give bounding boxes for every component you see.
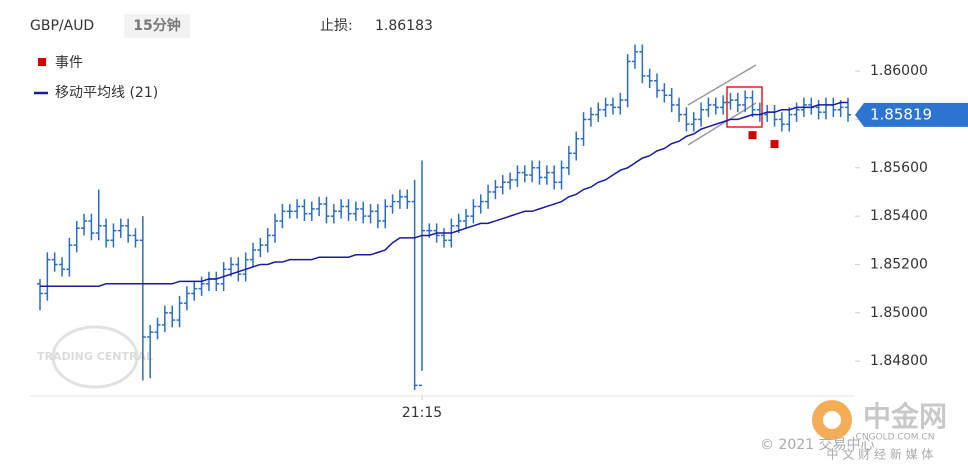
interval-box [124,14,190,38]
brand-url: CNGOLD.COM.CN [856,433,935,443]
x-tick-label: 21:15 [402,405,442,421]
event-marker [770,140,779,149]
copyright: © 2021 交易中心 [760,436,875,453]
price-tag [855,102,968,127]
y-tick-label: 1.85600 [870,160,928,176]
cngold-logo: 中金网 CNGOLD.COM.CN 中 文 财 经 新 媒 体 [812,400,947,462]
legend-label: 移动平均线 (21) [55,85,158,101]
y-tick-label: 1.85400 [870,208,928,224]
legend-event-swatch [38,58,46,66]
y-tick-label: 1.85200 [870,256,928,272]
brand-slogan: 中 文 财 经 新 媒 体 [827,447,934,462]
price-tag-label: 1.85819 [870,105,932,123]
event-marker [748,131,757,140]
brand: 中金网 [863,400,947,433]
y-tick-label: 1.84800 [870,353,928,369]
interval: 15分钟 [133,17,180,34]
chart-title: GBP/AUD [30,18,94,34]
stop-loss-label: 止损: [320,18,353,34]
highlight-box [726,86,763,128]
trading-central-logo: TRADING CENTRAL [37,325,153,389]
moving-average-line [40,101,848,287]
y-tick-label: 1.85000 [870,305,928,321]
trend-line [687,64,757,106]
logo-text: TRADING CENTRAL [37,350,153,363]
legend-label: 事件 [55,55,83,71]
y-tick-label: 1.86000 [870,63,928,79]
stop-loss-value: 1.86183 [375,18,433,34]
